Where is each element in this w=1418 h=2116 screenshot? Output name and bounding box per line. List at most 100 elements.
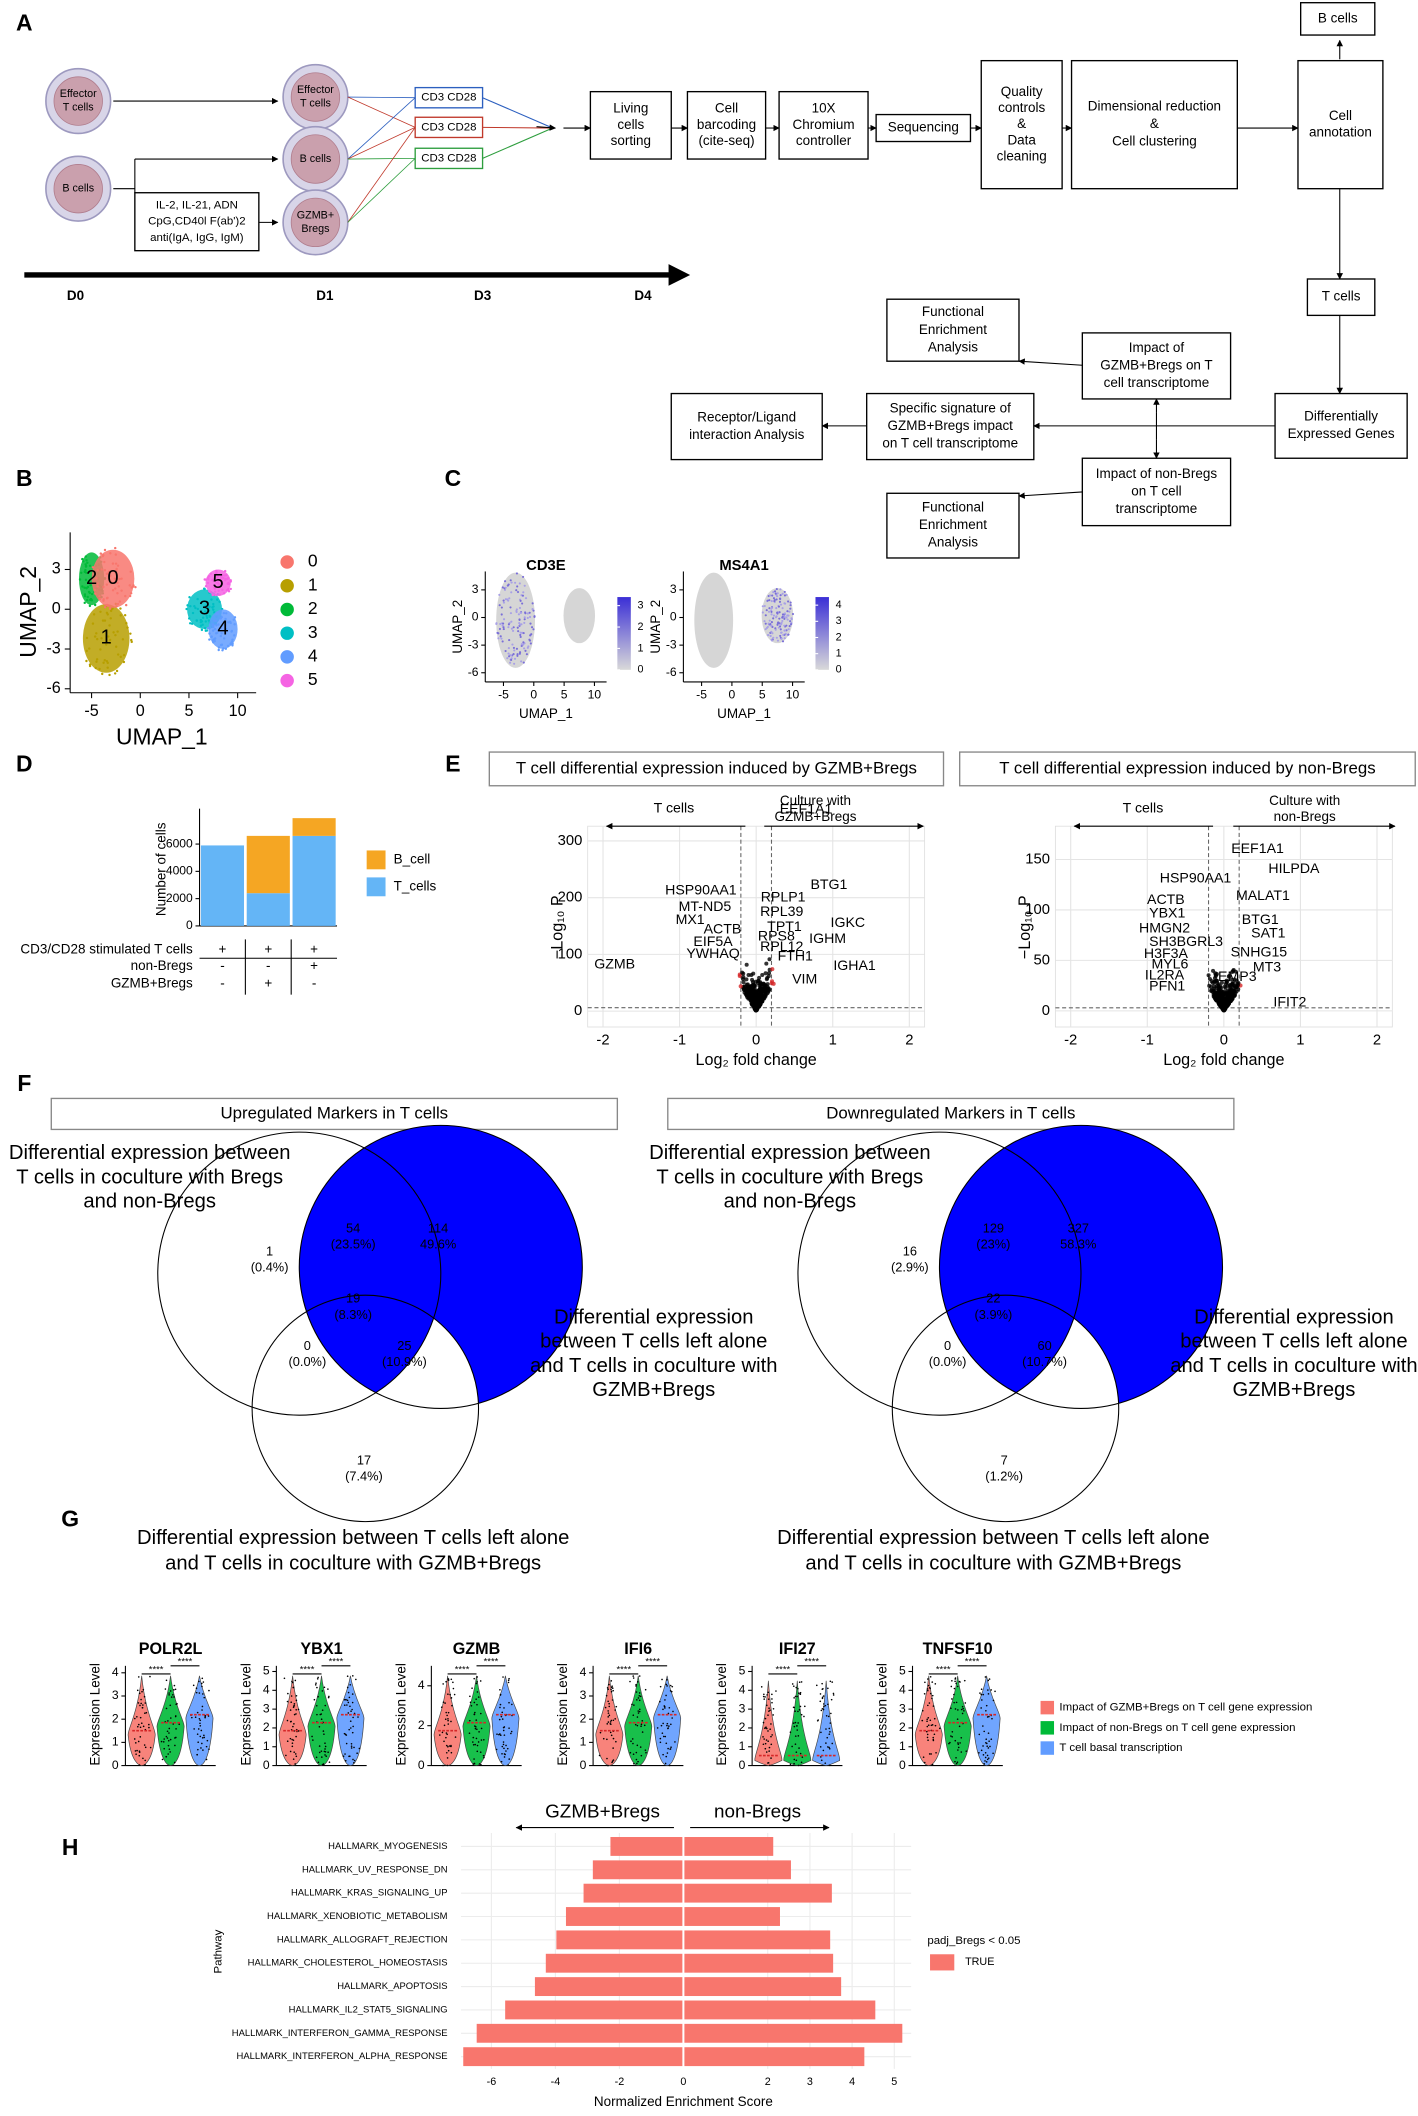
cell-point: [212, 605, 215, 608]
x-axis-label: UMAP_1: [717, 706, 771, 721]
expression-point: [506, 1747, 509, 1750]
expression-point: [990, 1689, 993, 1691]
expression-point: [771, 1698, 773, 1700]
x-tick-label: 0: [136, 702, 145, 720]
x-tick-label: -6: [487, 2076, 497, 2088]
stimulation-text: anti(IgA, IgG, IgM): [150, 232, 244, 244]
expression-point: [167, 1744, 170, 1747]
expression-point: [666, 1752, 669, 1754]
cell-point: [106, 666, 109, 669]
expression-point: [525, 653, 528, 656]
expression-point: [480, 1763, 482, 1766]
expression-point: [508, 1701, 510, 1704]
expression-point: [614, 1709, 616, 1711]
y-axis-label: UMAP_2: [450, 600, 465, 654]
expression-point: [291, 1738, 293, 1741]
expression-point: [314, 1684, 317, 1686]
cell-point: [124, 603, 128, 607]
cell-point: [122, 653, 126, 657]
expression-point: [496, 1733, 498, 1735]
expression-point: [963, 1710, 965, 1712]
expression-point: [604, 1706, 607, 1709]
expression-point: [500, 613, 503, 616]
step-label: controls: [998, 100, 1045, 115]
cell-point: [84, 555, 88, 558]
cell-point: [107, 635, 110, 638]
expression-point: [985, 1741, 987, 1744]
legend-title: padj_Bregs < 0.05: [927, 1935, 1020, 1947]
expression-point: [508, 1677, 510, 1680]
step-label: Living: [613, 101, 648, 116]
expression-point: [513, 657, 517, 660]
expression-point: [785, 593, 788, 596]
cell-point: [221, 588, 224, 592]
cell-point: [118, 577, 121, 581]
expression-point: [294, 1763, 297, 1765]
cell-point: [120, 577, 123, 580]
y-tick-label: 0: [112, 1758, 119, 1772]
cell-point: [128, 594, 132, 598]
gene-label: MALAT1: [1236, 887, 1290, 903]
cell-point: [134, 585, 137, 589]
impact-label: transcriptome: [1116, 501, 1198, 516]
expression-point: [348, 1755, 351, 1758]
expression-point: [291, 1742, 294, 1744]
expression-point: [353, 1712, 356, 1715]
expression-point: [520, 660, 523, 663]
expression-point: [515, 589, 518, 592]
violin: [595, 1675, 624, 1766]
expression-point: [507, 583, 510, 586]
expression-point: [292, 1706, 295, 1709]
expression-point: [316, 1678, 319, 1680]
expression-point: [512, 652, 515, 656]
cell-point: [216, 581, 219, 584]
cluster-number: 4: [217, 617, 228, 639]
expression-point: [776, 611, 779, 614]
expression-point: [200, 1747, 202, 1749]
expression-point: [798, 1681, 801, 1684]
expression-point: [503, 588, 507, 592]
expression-point: [140, 1698, 142, 1701]
cell-point: [119, 614, 122, 617]
expression-point: [295, 1755, 298, 1758]
expression-point: [320, 1750, 323, 1752]
expression-point: [199, 1722, 201, 1725]
x-tick-label: 10: [588, 688, 602, 702]
signature-label: on T cell transcriptome: [882, 436, 1018, 451]
expression-point: [482, 1754, 485, 1757]
expression-point: [957, 1742, 959, 1744]
gene-label: IL2RA: [1145, 967, 1185, 983]
expression-point: [607, 1716, 610, 1718]
expression-point: [475, 1726, 477, 1728]
cell-point: [103, 548, 107, 552]
expression-point: [789, 1731, 792, 1733]
cell-point: [99, 610, 102, 614]
cell-label: T cells: [63, 102, 94, 114]
expression-point: [987, 1679, 990, 1682]
set-label: and T cells in coculture with: [1170, 1355, 1417, 1377]
expression-point: [320, 1718, 323, 1721]
condition-sign: -: [220, 958, 225, 973]
gene-point: [763, 971, 768, 976]
expression-point: [357, 1716, 359, 1718]
set-label: Differential expression between: [649, 1142, 931, 1164]
step-label: &: [1150, 116, 1159, 131]
expression-point: [985, 1709, 987, 1712]
expression-point: [138, 1692, 141, 1695]
expression-point: [523, 618, 526, 621]
expression-point: [768, 1750, 770, 1752]
expression-point: [661, 1732, 664, 1734]
expression-point: [503, 1753, 506, 1755]
expression-point: [450, 1697, 452, 1699]
expression-point: [933, 1717, 936, 1720]
pathway-label: HALLMARK_XENOBIOTIC_METABOLISM: [267, 1910, 448, 1921]
y-tick-label: 0: [186, 918, 193, 932]
expression-point: [315, 1756, 318, 1759]
expression-point: [764, 1742, 767, 1745]
gene-title: GZMB: [453, 1640, 501, 1658]
expression-point: [768, 1707, 770, 1709]
impact-box: [1081, 332, 1232, 400]
cell-point: [191, 611, 195, 615]
condition-label: CD3/CD28 stimulated T cells: [20, 942, 193, 957]
functional-label: Functional: [922, 304, 984, 319]
